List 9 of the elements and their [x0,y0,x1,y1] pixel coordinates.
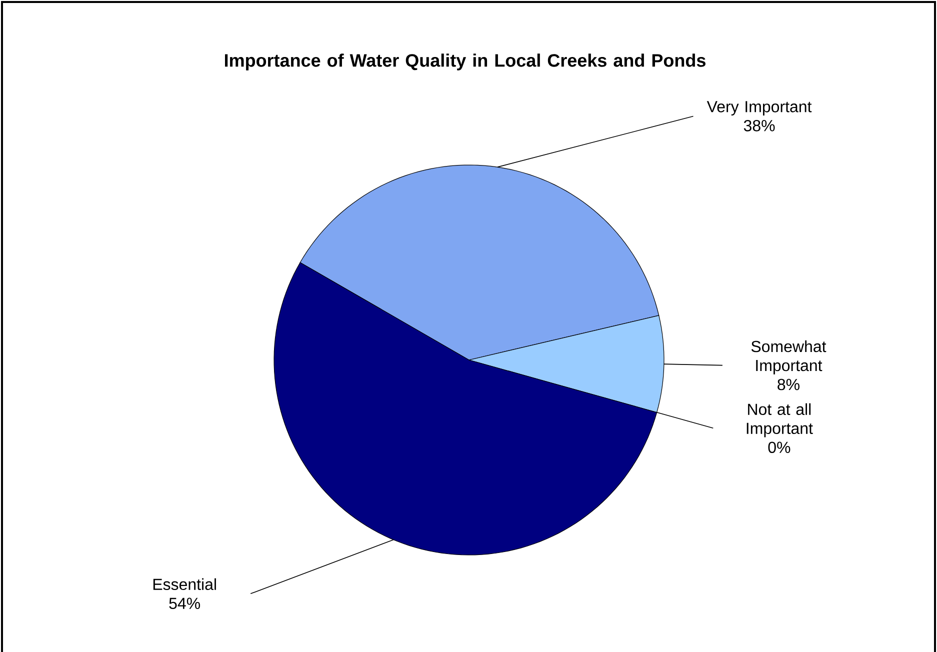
data-label: 38% [744,120,775,132]
legend-label: Somewhat Important [751,340,826,374]
text: 0% [768,442,790,454]
slice-label: Essential [153,578,216,590]
legend-label: Not at all Important [746,403,813,438]
data-label: 8% [778,378,800,390]
data-label: 54% [169,598,200,610]
chart-title: Importance of Water Quality in Local Creeks and Ponds [225,54,706,70]
slice-label: Very Important [706,101,812,116]
